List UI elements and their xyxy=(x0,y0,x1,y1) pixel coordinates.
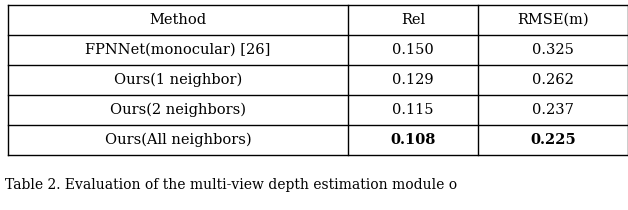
Text: 0.115: 0.115 xyxy=(392,103,434,117)
Text: 0.129: 0.129 xyxy=(392,73,434,87)
Text: 0.150: 0.150 xyxy=(392,43,434,57)
Text: Ours(2 neighbors): Ours(2 neighbors) xyxy=(110,103,246,117)
Text: Table 2. Evaluation of the multi-view depth estimation module o: Table 2. Evaluation of the multi-view de… xyxy=(5,178,457,192)
Text: Ours(1 neighbor): Ours(1 neighbor) xyxy=(114,73,242,87)
Text: 0.108: 0.108 xyxy=(391,133,436,147)
Text: Method: Method xyxy=(149,13,207,27)
Text: 0.237: 0.237 xyxy=(532,103,574,117)
Text: RMSE(m): RMSE(m) xyxy=(517,13,589,27)
Text: Rel: Rel xyxy=(401,13,425,27)
Text: Ours(All neighbors): Ours(All neighbors) xyxy=(105,133,251,147)
Text: 0.225: 0.225 xyxy=(530,133,576,147)
Text: 0.325: 0.325 xyxy=(532,43,574,57)
Text: 0.262: 0.262 xyxy=(532,73,574,87)
Text: FPNNet(monocular) [26]: FPNNet(monocular) [26] xyxy=(85,43,271,57)
